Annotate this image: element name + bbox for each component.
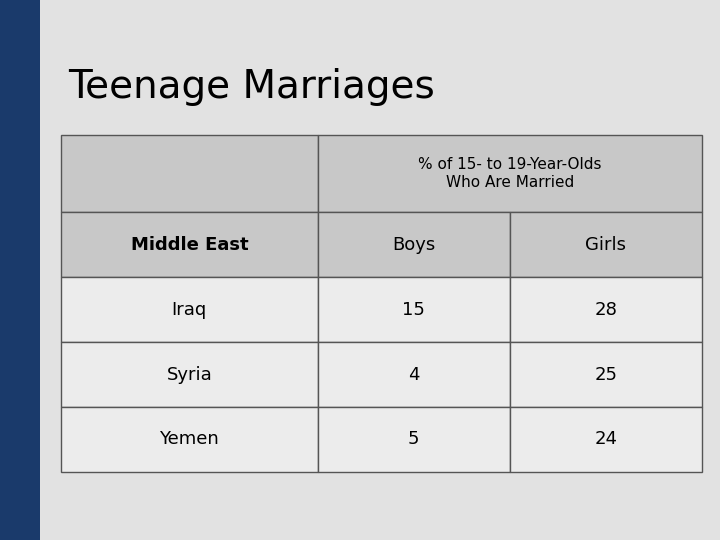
- Text: 4: 4: [408, 366, 419, 383]
- Text: 15: 15: [402, 301, 425, 319]
- Text: % of 15- to 19-Year-Olds
Who Are Married: % of 15- to 19-Year-Olds Who Are Married: [418, 158, 601, 190]
- Text: Teenage Marriages: Teenage Marriages: [68, 68, 435, 105]
- Text: Middle East: Middle East: [130, 235, 248, 254]
- Text: 25: 25: [595, 366, 617, 383]
- Text: Boys: Boys: [392, 235, 436, 254]
- Text: Girls: Girls: [585, 235, 626, 254]
- Text: Iraq: Iraq: [172, 301, 207, 319]
- Text: Yemen: Yemen: [160, 430, 219, 449]
- Text: 28: 28: [595, 301, 617, 319]
- Text: 24: 24: [595, 430, 617, 449]
- Text: Syria: Syria: [166, 366, 212, 383]
- Text: 5: 5: [408, 430, 419, 449]
